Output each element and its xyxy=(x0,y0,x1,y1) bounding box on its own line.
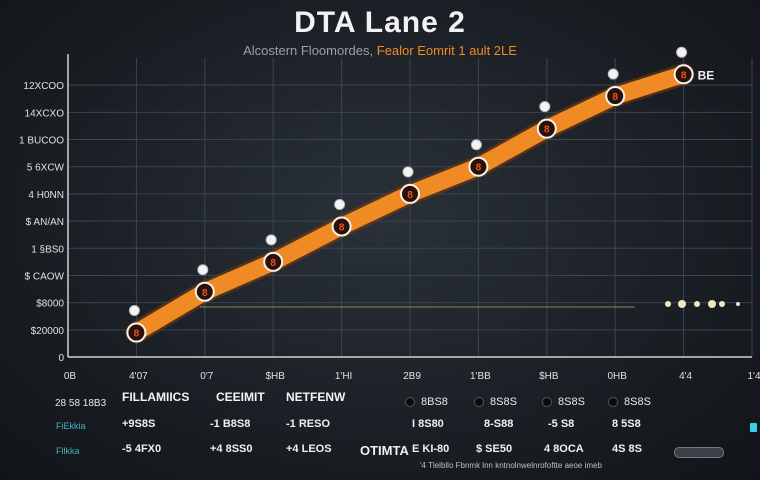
x-tick-label: 1'4 xyxy=(747,371,760,382)
data-label: 8 xyxy=(612,92,618,103)
point-cap xyxy=(197,264,209,276)
point-cap xyxy=(676,46,688,58)
line-chart: 0 $20000 $8000 $ CAOW 1 §BS0 $ AN/AN 4 H0NN 5 6… xyxy=(19,46,760,382)
point-cap xyxy=(265,234,277,246)
data-point xyxy=(400,183,420,204)
table-row1-cell3: -1 RESO xyxy=(286,418,331,430)
table-row0-right1: 8S8S xyxy=(474,396,517,408)
table-row2-right2: 4 8OCA xyxy=(544,443,584,455)
table-row1-right2: -5 S8 xyxy=(548,418,575,430)
point-cap xyxy=(402,166,414,178)
y-tick-label: 0 xyxy=(58,353,64,364)
data-point xyxy=(673,64,694,85)
series-end-label: BE xyxy=(698,68,715,82)
table-row1-right3: 8 5S8 xyxy=(612,418,641,430)
table-row2-label: Fllkka xyxy=(56,446,80,456)
data-label: 8 xyxy=(681,70,687,81)
table-footnote: '4 Tlelbllo Fbnmk lnn kntnolnwelnrofoftt… xyxy=(420,461,602,470)
scroll-pill[interactable] xyxy=(674,447,724,458)
table-header-col1: FILLAMIICS xyxy=(122,390,190,404)
table-header-col2: CEEIMIT xyxy=(216,390,265,404)
table-row2-cell1: -5 4FX0 xyxy=(122,443,162,455)
table-row2-cell4: OTIMTA xyxy=(360,443,409,458)
y-tick-label: 1 §BS0 xyxy=(31,244,64,255)
reference-dot xyxy=(719,301,725,307)
table-row2-cell2: +4 8SS0 xyxy=(210,443,253,455)
highlight-marker xyxy=(750,423,757,432)
table-row2-cell3: +4 LEOS xyxy=(286,443,332,455)
table-row2-right1: $ SE50 xyxy=(476,443,513,455)
x-tick-label: $HB xyxy=(539,371,559,382)
x-tick-label: 2B9 xyxy=(403,371,421,382)
x-tick-label: 0B xyxy=(64,371,77,382)
row-dot-icon xyxy=(608,397,618,408)
data-point xyxy=(331,216,352,237)
table-row2-right3: 4S 8S xyxy=(612,443,642,455)
point-cap xyxy=(470,139,482,151)
subtitle-part-a: Alcostern Floomordes, xyxy=(243,43,374,58)
y-tick-label: $ CAOW xyxy=(25,271,65,282)
data-point xyxy=(536,118,557,139)
x-tick-label: 0HB xyxy=(607,371,627,382)
table-row0-right0: 8BS8 xyxy=(405,396,448,408)
data-label: 8 xyxy=(134,329,140,340)
reference-dot xyxy=(665,301,671,307)
reference-dot xyxy=(678,300,686,308)
reference-dot xyxy=(708,300,716,308)
data-label: 8 xyxy=(270,258,276,269)
table-row0-right2: 8S8S xyxy=(542,396,585,408)
table-row0-cell0: 28 58 18B3 xyxy=(55,398,107,409)
data-label: 8 xyxy=(339,223,345,234)
y-tick-label: 1 BUCOO xyxy=(19,136,64,147)
data-point xyxy=(194,281,215,302)
table-row1-right1: 8-S88 xyxy=(484,418,514,430)
data-table: 28 58 18B3 FILLAMIICS CEEIMIT NETFENW 8B… xyxy=(0,388,760,480)
chart-subtitle: Alcostern Floomordes, Fealor Eomrit 1 au… xyxy=(0,43,760,58)
data-label: 8 xyxy=(544,125,550,136)
reference-dot xyxy=(694,301,700,307)
x-tick-label: 1'HI xyxy=(335,371,352,382)
data-point xyxy=(605,86,626,107)
point-cap xyxy=(607,68,619,80)
y-tick-label: $20000 xyxy=(31,326,65,337)
data-label: 8 xyxy=(476,163,482,174)
point-cap xyxy=(334,199,346,211)
x-tick-label: 1'BB xyxy=(470,371,491,382)
point-cap xyxy=(128,305,140,317)
row-dot-icon xyxy=(405,397,415,408)
data-point xyxy=(468,156,489,177)
y-tick-label: 14XCXO xyxy=(25,108,65,119)
table-row1-cell1: +9S8S xyxy=(122,418,156,430)
y-tick-label: 5 6XCW xyxy=(27,163,65,174)
x-tick-label: 0'7 xyxy=(200,371,213,382)
chart-title: DTA Lane 2 xyxy=(294,6,466,39)
data-point xyxy=(263,251,284,272)
table-row1-right0: I 8S80 xyxy=(412,418,444,430)
table-header-col3: NETFENW xyxy=(286,390,346,404)
table-row1-cell2: -1 B8S8 xyxy=(210,418,251,430)
subtitle-part-b: Fealor Eomrit 1 ault 2LE xyxy=(376,43,517,58)
data-label: 8 xyxy=(407,190,413,201)
row-dot-icon xyxy=(474,397,484,408)
reference-dot xyxy=(736,302,740,306)
y-tick-label: 12XCOO xyxy=(23,81,64,92)
table-row0-right3: 8S8S xyxy=(608,396,651,408)
table-row1-label: FiEkkia xyxy=(56,421,86,431)
y-tick-label: $8000 xyxy=(36,299,64,310)
y-tick-label: $ AN/AN xyxy=(26,217,64,228)
point-cap xyxy=(539,101,551,113)
table-row2-right0: E KI-80 xyxy=(412,443,450,455)
data-point xyxy=(126,322,147,343)
data-label: 8 xyxy=(202,288,208,299)
y-tick-label: 4 H0NN xyxy=(28,190,64,201)
x-tick-label: 4'07 xyxy=(129,371,148,382)
row-dot-icon xyxy=(542,397,552,408)
x-tick-label: $HB xyxy=(265,371,285,382)
x-tick-label: 4'4 xyxy=(679,371,692,382)
